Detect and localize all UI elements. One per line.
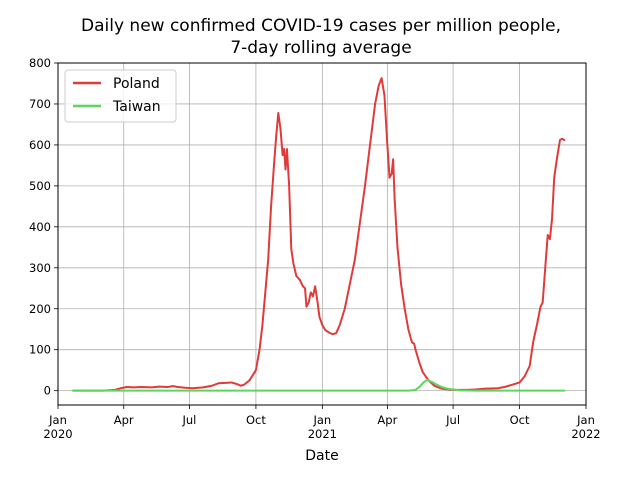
chart-title-line1: Daily new confirmed COVID-19 cases per m…: [81, 16, 561, 36]
x-tick-label: Jul: [445, 413, 460, 427]
x-tick-year-label: 2022: [571, 427, 600, 441]
legend: Poland Taiwan: [64, 69, 177, 123]
series-line-poland: [72, 77, 566, 392]
y-tick-label: 600: [29, 138, 51, 152]
x-tick-year-label: 2021: [308, 427, 337, 441]
series-lines: [72, 77, 566, 392]
x-tick-label: Jan: [312, 413, 331, 427]
x-tick-label: Apr: [377, 413, 397, 427]
y-tick-label: 500: [29, 179, 51, 193]
x-axis-label: Date: [305, 448, 338, 464]
y-tick-label: 700: [29, 97, 51, 111]
legend-label-taiwan: Taiwan: [112, 99, 161, 115]
x-tick-label: Jul: [182, 413, 197, 427]
y-axis-ticks: 0 100 200 300 400 500 600 700 800: [29, 56, 58, 398]
plot-frame: [57, 62, 587, 406]
x-tick-label: Jan: [576, 413, 595, 427]
x-tick-label: Apr: [114, 413, 134, 427]
y-tick-label: 400: [29, 220, 51, 234]
x-tick-label: Oct: [510, 413, 530, 427]
x-tick-label: Oct: [246, 413, 266, 427]
y-tick-label: 800: [29, 56, 51, 70]
chart-title-line2: 7-day rolling average: [230, 38, 411, 58]
y-tick-label: 200: [29, 302, 51, 316]
x-tick-label: Jan: [48, 413, 67, 427]
y-tick-label: 0: [44, 384, 51, 398]
x-tick-year-label: 2020: [43, 427, 72, 441]
legend-label-poland: Poland: [113, 76, 160, 92]
y-tick-label: 100: [29, 343, 51, 357]
series-line-taiwan: [72, 379, 566, 392]
y-tick-label: 300: [29, 261, 51, 275]
